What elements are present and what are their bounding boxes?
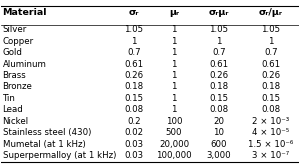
Text: 1: 1 [171, 94, 177, 103]
Text: μᵣ: μᵣ [169, 8, 179, 17]
Text: 0.7: 0.7 [212, 48, 225, 57]
Text: 1: 1 [268, 37, 274, 46]
Text: 0.15: 0.15 [124, 94, 144, 103]
Text: 1.5 × 10⁻⁶: 1.5 × 10⁻⁶ [248, 140, 293, 149]
Text: 10: 10 [213, 128, 224, 137]
Text: Aluminum: Aluminum [2, 60, 46, 69]
Text: 20,000: 20,000 [159, 140, 189, 149]
Text: σᵣ: σᵣ [129, 8, 139, 17]
Text: Mumetal (at 1 kHz): Mumetal (at 1 kHz) [2, 140, 85, 149]
Text: 0.08: 0.08 [209, 105, 228, 114]
Text: 0.03: 0.03 [124, 140, 144, 149]
Text: Gold: Gold [2, 48, 22, 57]
Text: 1: 1 [171, 48, 177, 57]
Text: 4 × 10⁻⁵: 4 × 10⁻⁵ [252, 128, 290, 137]
Text: 2 × 10⁻³: 2 × 10⁻³ [252, 117, 290, 126]
Text: 0.2: 0.2 [127, 117, 141, 126]
Text: Superpermalloy (at 1 kHz): Superpermalloy (at 1 kHz) [2, 151, 116, 160]
Text: 1: 1 [216, 37, 222, 46]
Text: Copper: Copper [2, 37, 34, 46]
Text: 0.7: 0.7 [264, 48, 278, 57]
Text: Stainless steel (430): Stainless steel (430) [2, 128, 91, 137]
Text: 1: 1 [171, 105, 177, 114]
Text: 600: 600 [210, 140, 227, 149]
Text: Bronze: Bronze [2, 82, 33, 92]
Text: 0.61: 0.61 [261, 60, 281, 69]
Text: 0.08: 0.08 [124, 105, 144, 114]
Text: 0.26: 0.26 [209, 71, 228, 80]
Text: 1: 1 [171, 60, 177, 69]
Text: Lead: Lead [2, 105, 23, 114]
Text: 0.15: 0.15 [209, 94, 228, 103]
Text: σᵣμᵣ: σᵣμᵣ [209, 8, 229, 17]
Text: 3,000: 3,000 [206, 151, 231, 160]
Text: Brass: Brass [2, 71, 26, 80]
Text: 0.02: 0.02 [124, 128, 144, 137]
Text: 0.7: 0.7 [127, 48, 141, 57]
Text: Material: Material [2, 8, 47, 17]
Text: 500: 500 [166, 128, 182, 137]
Text: 0.61: 0.61 [124, 60, 144, 69]
Text: 0.61: 0.61 [209, 60, 228, 69]
Text: 0.18: 0.18 [209, 82, 228, 92]
Text: 1.05: 1.05 [124, 25, 144, 34]
Text: 1: 1 [171, 71, 177, 80]
Text: σᵣ/μᵣ: σᵣ/μᵣ [259, 8, 283, 17]
Text: 0.18: 0.18 [261, 82, 281, 92]
Text: 0.08: 0.08 [261, 105, 281, 114]
Text: 0.26: 0.26 [124, 71, 144, 80]
Text: 1.05: 1.05 [261, 25, 281, 34]
Text: 100: 100 [166, 117, 182, 126]
Text: Tin: Tin [2, 94, 15, 103]
Text: Silver: Silver [2, 25, 27, 34]
Text: 3 × 10⁻⁷: 3 × 10⁻⁷ [252, 151, 290, 160]
Text: 1: 1 [171, 25, 177, 34]
Text: 0.03: 0.03 [124, 151, 144, 160]
Text: 100,000: 100,000 [156, 151, 192, 160]
Text: 1.05: 1.05 [209, 25, 228, 34]
Text: Nickel: Nickel [2, 117, 29, 126]
Text: 0.18: 0.18 [124, 82, 144, 92]
Text: 0.15: 0.15 [261, 94, 281, 103]
Text: 1: 1 [131, 37, 137, 46]
Text: 20: 20 [213, 117, 224, 126]
Text: 1: 1 [171, 82, 177, 92]
Text: 1: 1 [171, 37, 177, 46]
Text: 0.26: 0.26 [261, 71, 281, 80]
